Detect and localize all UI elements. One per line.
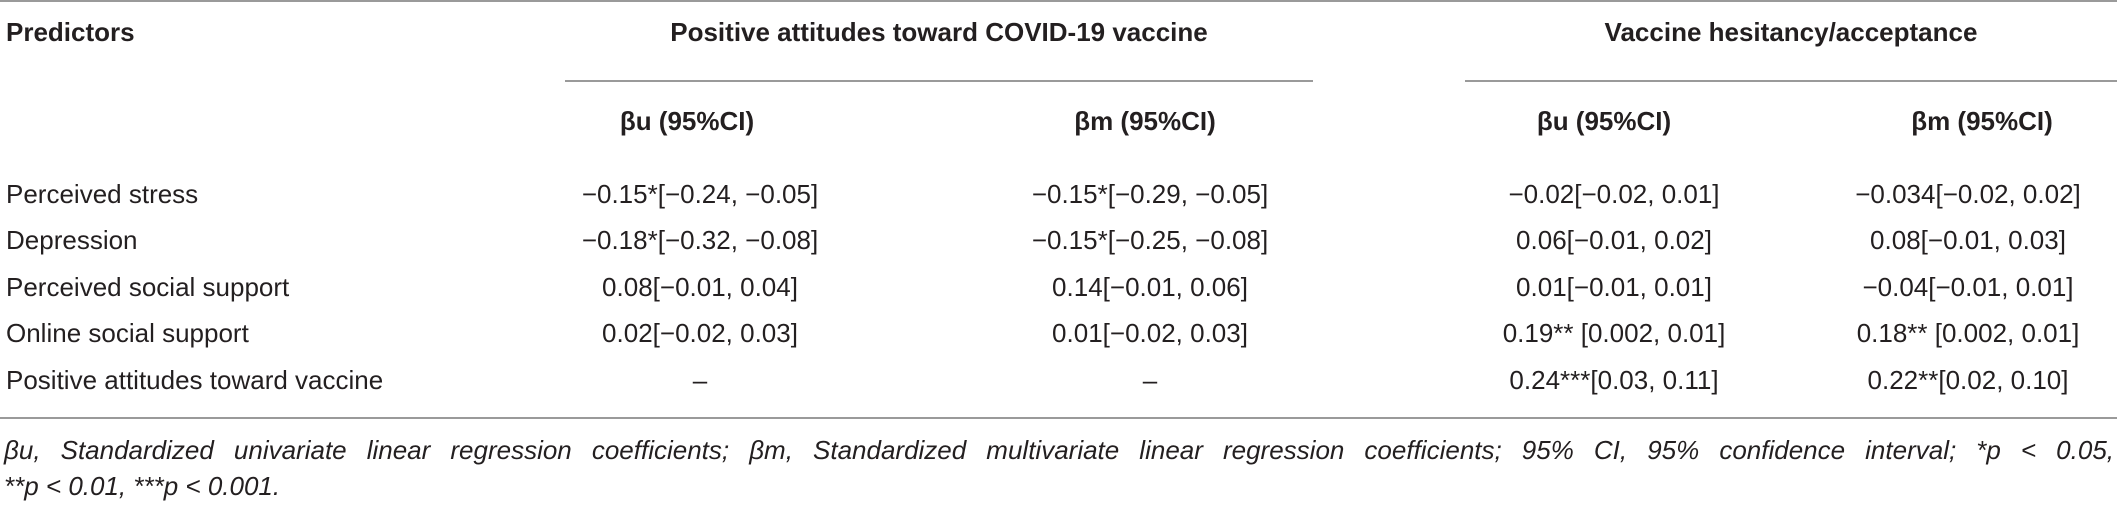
table-bottom-rule [0, 417, 2117, 419]
group2-underline [1465, 80, 2117, 82]
table-footnote-line1: βu, Standardized univariate linear regre… [4, 435, 2114, 465]
table-cell: −0.15*[−0.29, −0.05] [1031, 179, 1269, 209]
header-group-positive-attitudes: Positive attitudes toward COVID-19 vacci… [670, 17, 1208, 47]
subheader-bu-2: βu (95%CI) [1536, 106, 1672, 136]
table-cell: −0.18*[−0.32, −0.08] [581, 225, 819, 255]
table-cell: −0.15*[−0.25, −0.08] [1031, 225, 1269, 255]
row-label: Perceived social support [6, 272, 290, 302]
table-cell: 0.22**[0.02, 0.10] [1867, 365, 2069, 395]
group1-underline [565, 80, 1313, 82]
table-cell: −0.04[−0.01, 0.01] [1862, 272, 2074, 302]
row-label: Depression [6, 225, 138, 255]
table-cell: 0.01[−0.01, 0.01] [1516, 272, 1712, 302]
table-top-rule [0, 0, 2117, 2]
subheader-bu-1: βu (95%CI) [619, 106, 755, 136]
table-cell: −0.034[−0.02, 0.02] [1855, 179, 2081, 209]
table-cell: 0.24***[0.03, 0.11] [1509, 365, 1719, 395]
row-label: Perceived stress [6, 179, 199, 209]
subheader-bm-1: βm (95%CI) [1074, 106, 1216, 136]
table-cell: 0.14[−0.01, 0.06] [1052, 272, 1248, 302]
table-cell: 0.01[−0.02, 0.03] [1052, 318, 1248, 348]
table-footnote-line2: **p < 0.01, ***p < 0.001. [4, 471, 281, 501]
table-cell: 0.02[−0.02, 0.03] [602, 318, 798, 348]
subheader-bm-2: βm (95%CI) [1911, 106, 2053, 136]
table-cell: −0.15*[−0.24, −0.05] [581, 179, 819, 209]
row-label: Online social support [6, 318, 249, 348]
table-cell: – [1142, 365, 1158, 395]
table-cell: 0.19** [0.002, 0.01] [1502, 318, 1726, 348]
header-group-vaccine-hesitancy: Vaccine hesitancy/acceptance [1604, 17, 1978, 47]
header-predictors: Predictors [6, 17, 135, 47]
row-label: Positive attitudes toward vaccine [6, 365, 384, 395]
table-cell: 0.06[−0.01, 0.02] [1516, 225, 1712, 255]
table-cell: 0.18** [0.002, 0.01] [1856, 318, 2080, 348]
table-cell: 0.08[−0.01, 0.04] [602, 272, 798, 302]
table-cell: −0.02[−0.02, 0.01] [1508, 179, 1720, 209]
table-cell: 0.08[−0.01, 0.03] [1870, 225, 2066, 255]
table-cell: – [692, 365, 708, 395]
